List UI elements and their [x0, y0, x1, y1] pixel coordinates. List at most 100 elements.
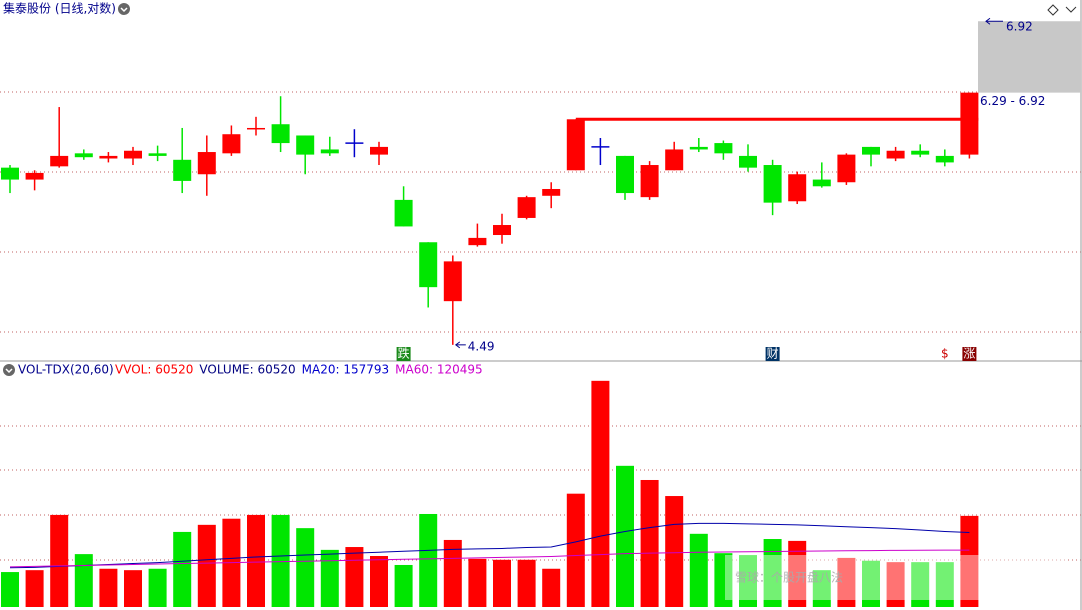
- chart-title: 集泰股份 (日线,对数): [3, 1, 116, 16]
- candle-body: [124, 150, 142, 159]
- candle-body: [788, 174, 807, 202]
- volume-bar: [616, 465, 634, 607]
- volume-bar: [148, 568, 167, 607]
- menu-icon[interactable]: [118, 3, 130, 15]
- candle-body: [50, 155, 69, 167]
- candle-body: [714, 143, 733, 154]
- candle-body: [542, 188, 561, 196]
- volume-bar: [173, 531, 192, 607]
- candle-body: [862, 146, 880, 155]
- candle-body: [419, 242, 438, 288]
- target-arrow-head: [985, 17, 991, 25]
- volume-bar: [296, 528, 315, 607]
- event-box: [765, 347, 780, 361]
- volume-bar: [640, 479, 659, 607]
- candle-body: [960, 92, 979, 155]
- volume-bar: [665, 496, 684, 607]
- volume-bar: [886, 562, 905, 607]
- volume-bar: [468, 558, 487, 607]
- volume-bar: [788, 540, 807, 607]
- volume-bar: [25, 570, 44, 607]
- event-box: [396, 347, 411, 361]
- indicator-title: VOL-TDX(20,60): [18, 363, 114, 377]
- candle-body: [665, 149, 684, 171]
- candle-body: [247, 127, 265, 130]
- candle-body: [296, 135, 315, 155]
- window-icon[interactable]: [1065, 6, 1077, 13]
- volume-bar: [566, 493, 585, 607]
- volume-bar: [739, 555, 757, 607]
- watermark: 雪球：个股开盘八法: [735, 570, 843, 585]
- target-range-label: 6.29 - 6.92: [980, 94, 1045, 108]
- volume-bar: [862, 560, 880, 607]
- candle-body: [566, 119, 585, 171]
- volume-bar: [542, 568, 561, 607]
- volume-bar: [714, 553, 733, 607]
- volume-bar: [1, 572, 19, 607]
- volume-bar: [689, 533, 708, 607]
- indicator-label: MA20: 157793: [302, 363, 390, 377]
- ma-line: [9, 549, 970, 568]
- volume-bar: [812, 570, 831, 607]
- candle-body: [197, 152, 216, 175]
- candle-body: [320, 149, 339, 154]
- candle-body: [1, 167, 19, 180]
- indicator-label: VOLUME: 60520: [199, 363, 295, 377]
- volume-bar: [124, 570, 142, 607]
- volume-bar: [911, 562, 930, 607]
- candle-body: [370, 146, 388, 155]
- candle-body: [25, 172, 44, 180]
- candle-body: [616, 155, 634, 194]
- volume-bar: [320, 549, 339, 607]
- volume-bar: [74, 554, 93, 607]
- event-box: [962, 347, 977, 361]
- event-label: 财: [767, 347, 779, 361]
- volume-bar: [345, 547, 364, 607]
- volume-bar: [50, 514, 69, 607]
- volume-bar: [837, 557, 856, 607]
- candle-body: [493, 225, 511, 236]
- volume-bar: [935, 562, 954, 607]
- event-label: $: [941, 347, 949, 361]
- menu-icon-arrow: [120, 7, 128, 13]
- low-arrow-head: [454, 341, 461, 349]
- candle-body: [222, 134, 241, 154]
- candle-body: [739, 155, 757, 168]
- candle-body: [394, 199, 413, 227]
- candle-body: [74, 153, 93, 158]
- menu-icon-arrow: [5, 368, 13, 374]
- candle-body: [689, 146, 708, 150]
- volume-bar: [419, 513, 438, 607]
- candle-body: [99, 155, 118, 159]
- volume-bar: [763, 539, 782, 607]
- window-icon[interactable]: [1047, 4, 1059, 16]
- candle-body: [173, 159, 192, 181]
- volume-bar: [370, 556, 388, 607]
- volume-bar: [271, 514, 290, 607]
- low-label: 4.49: [468, 339, 495, 353]
- event-label: 跌: [398, 346, 410, 361]
- candle-body: [935, 155, 954, 163]
- indicator-label: MA60: 120495: [395, 363, 483, 377]
- volume-bar: [591, 380, 610, 607]
- ma-line: [9, 522, 970, 569]
- volume-bar: [394, 564, 413, 607]
- volume-bar: [99, 568, 118, 607]
- volume-bar: [493, 559, 511, 607]
- candle-body: [763, 165, 782, 203]
- indicator-label: VVOL: 60520: [115, 363, 193, 377]
- target-range: [978, 21, 1081, 93]
- candle-body: [468, 237, 487, 246]
- candle-body: [911, 150, 930, 155]
- candle-body: [148, 153, 167, 156]
- volume-bar: [247, 514, 265, 607]
- candle-body: [271, 124, 290, 144]
- menu-icon[interactable]: [3, 364, 15, 376]
- candle-body: [812, 179, 831, 187]
- target-label: 6.92: [1006, 20, 1033, 34]
- event-label: 涨: [963, 346, 975, 361]
- volume-bar: [517, 559, 536, 607]
- volume-bar: [960, 515, 979, 607]
